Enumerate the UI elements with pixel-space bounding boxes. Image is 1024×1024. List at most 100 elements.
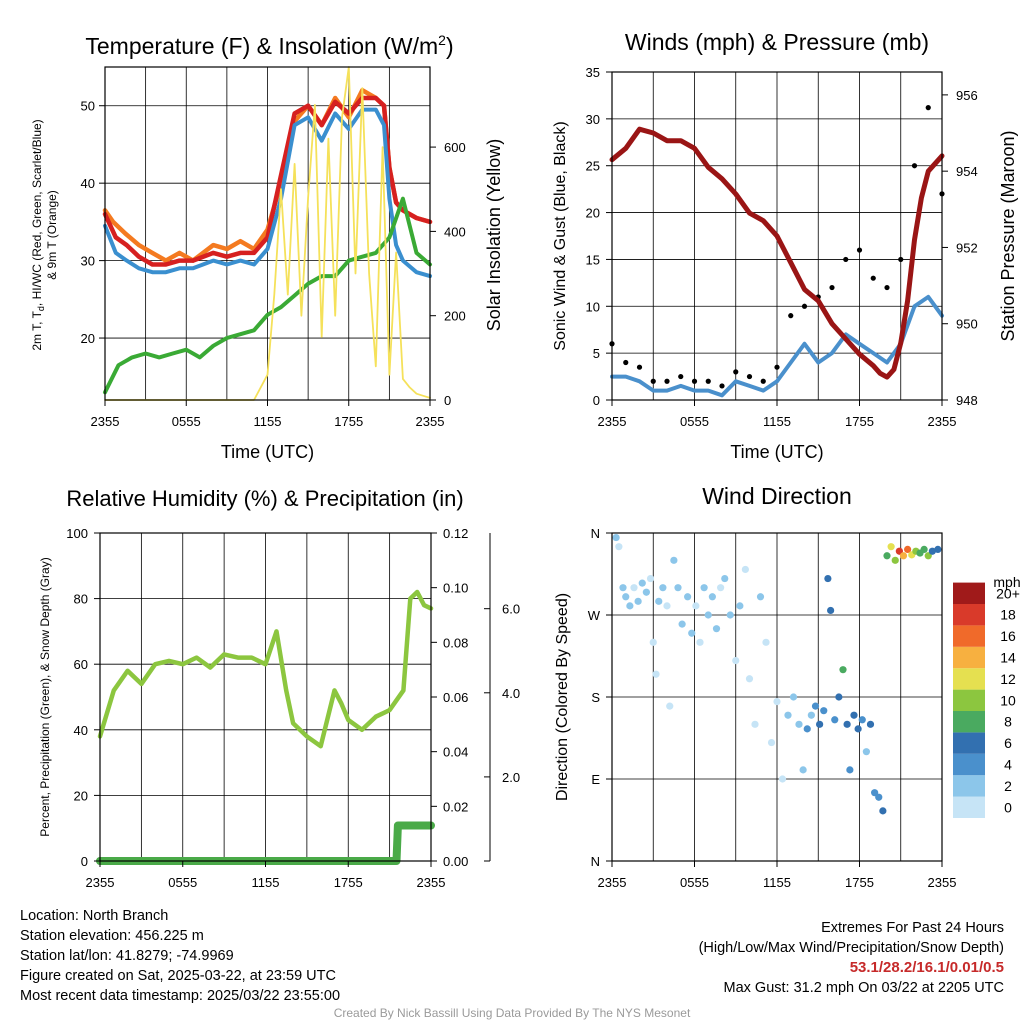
precip-tick-label: 0.08 (443, 635, 468, 650)
y-axis-label: Direction (Colored By Speed) (554, 593, 571, 801)
direction-point (799, 766, 807, 774)
x-tick-label: 0555 (168, 875, 197, 890)
direction-point (824, 574, 832, 583)
gust-point (691, 378, 698, 384)
legend-label: 16 (1000, 628, 1016, 644)
direction-point (858, 716, 866, 724)
legend-label: 8 (1004, 714, 1012, 730)
station-info-block: Location: North Branch Station elevation… (20, 906, 340, 1006)
x-tick-label: 2355 (417, 875, 446, 890)
x-tick-label: 1755 (845, 875, 874, 890)
station-latlon: Station lat/lon: 41.8279; -74.9969 (20, 948, 234, 964)
x-tick-label: 1155 (252, 875, 280, 890)
y2-tick-label: 954 (956, 164, 978, 179)
y-tick-label: 40 (74, 723, 88, 738)
direction-point (612, 533, 620, 542)
direction-point (700, 584, 708, 592)
gust-point (705, 378, 711, 384)
direction-point (820, 707, 828, 715)
x-tick-label: 2355 (91, 414, 120, 429)
direction-point (875, 793, 883, 801)
gust-point (733, 369, 739, 375)
direction-point (684, 593, 692, 601)
series-insolation (104, 66, 431, 401)
credit-line: Created By Nick Bassill Using Data Provi… (333, 1006, 691, 1020)
legend-label: 6 (1004, 735, 1012, 751)
gust-point (911, 163, 918, 169)
y-tick-label: 10 (586, 299, 600, 314)
gust-point (843, 256, 849, 263)
direction-point (745, 675, 754, 683)
legend-swatch (953, 711, 985, 733)
y-tick-label: 35 (586, 65, 600, 80)
direction-point (717, 584, 725, 592)
legend-label: 20+ (996, 585, 1020, 601)
y-axis-label: Percent, Precipitation (Green), & Snow D… (38, 557, 52, 836)
legend-label: 14 (1000, 650, 1016, 666)
station-elevation: Station elevation: 456.225 m (20, 928, 204, 944)
direction-point (854, 725, 862, 733)
direction-point (899, 552, 908, 560)
direction-point (642, 588, 650, 596)
gust-point (746, 373, 753, 380)
x-tick-label: 0555 (172, 414, 201, 429)
direction-point (846, 766, 854, 774)
x-axis-label: Time (UTC) (221, 442, 314, 462)
y-tick-label: 20 (74, 788, 88, 803)
y2-tick-label: 952 (956, 240, 978, 255)
direction-point (839, 666, 847, 674)
direction-point (670, 556, 678, 564)
direction-point (850, 711, 858, 719)
series-rh (97, 589, 434, 749)
series-pressure (609, 126, 945, 380)
direction-point (895, 547, 903, 555)
precip-tick-label: 0.02 (443, 799, 468, 814)
gust-point (925, 105, 931, 111)
precip-tick-label: 0.12 (443, 526, 468, 541)
panel-temperature-grid (105, 67, 430, 400)
direction-point (883, 552, 891, 560)
y-tick-label: 30 (81, 254, 95, 269)
snow-tick-label: 6.0 (502, 602, 520, 617)
y-tick-label: 15 (586, 252, 600, 267)
y-tick-label: 40 (81, 176, 95, 191)
station-location: Location: North Branch (20, 908, 169, 924)
y-tick-label: E (591, 772, 600, 787)
direction-point (920, 545, 928, 554)
y2-axis-label: Station Pressure (Maroon) (998, 130, 1018, 341)
panel-winds-grid (612, 72, 942, 400)
direction-point (659, 584, 667, 592)
gust-point (870, 275, 876, 281)
y-tick-label: N (591, 526, 600, 541)
y-tick-label: 5 (593, 346, 600, 361)
direction-point (622, 593, 630, 601)
direction-point (866, 720, 875, 728)
direction-point (762, 638, 770, 646)
legend-label: 4 (1004, 757, 1012, 773)
series-wind-sonic (610, 294, 944, 398)
x-tick-label: 2355 (86, 875, 115, 890)
y2-tick-label: 600 (444, 140, 466, 155)
direction-point (773, 697, 781, 706)
x-tick-label: 1755 (334, 875, 363, 890)
x-tick-label: 2355 (928, 414, 957, 429)
direction-point (692, 602, 700, 610)
direction-point (704, 611, 712, 619)
snow-tick-label: 2.0 (502, 770, 520, 785)
figure-created: Figure created on Sat, 2025-03-22, at 23… (20, 968, 336, 984)
y-tick-label: 80 (74, 592, 88, 607)
direction-point (811, 702, 820, 710)
legend-label: 18 (1000, 607, 1016, 623)
chart-title: Temperature (F) & Insolation (W/m2) (85, 32, 453, 59)
precip-tick-label: 0.06 (443, 690, 468, 705)
y2-tick-label: 948 (956, 393, 978, 408)
chart-title: Relative Humidity (%) & Precipitation (i… (66, 486, 463, 511)
x-tick-label: 2355 (598, 414, 627, 429)
extremes-subheading: (High/Low/Max Wind/Precipitation/Snow De… (698, 940, 1004, 956)
panel-humidity-grid (100, 533, 431, 861)
legend-swatch (953, 753, 985, 776)
direction-point (887, 543, 895, 551)
direction-point (816, 720, 824, 728)
y-tick-label: S (591, 690, 600, 705)
legend-swatch (953, 668, 985, 690)
